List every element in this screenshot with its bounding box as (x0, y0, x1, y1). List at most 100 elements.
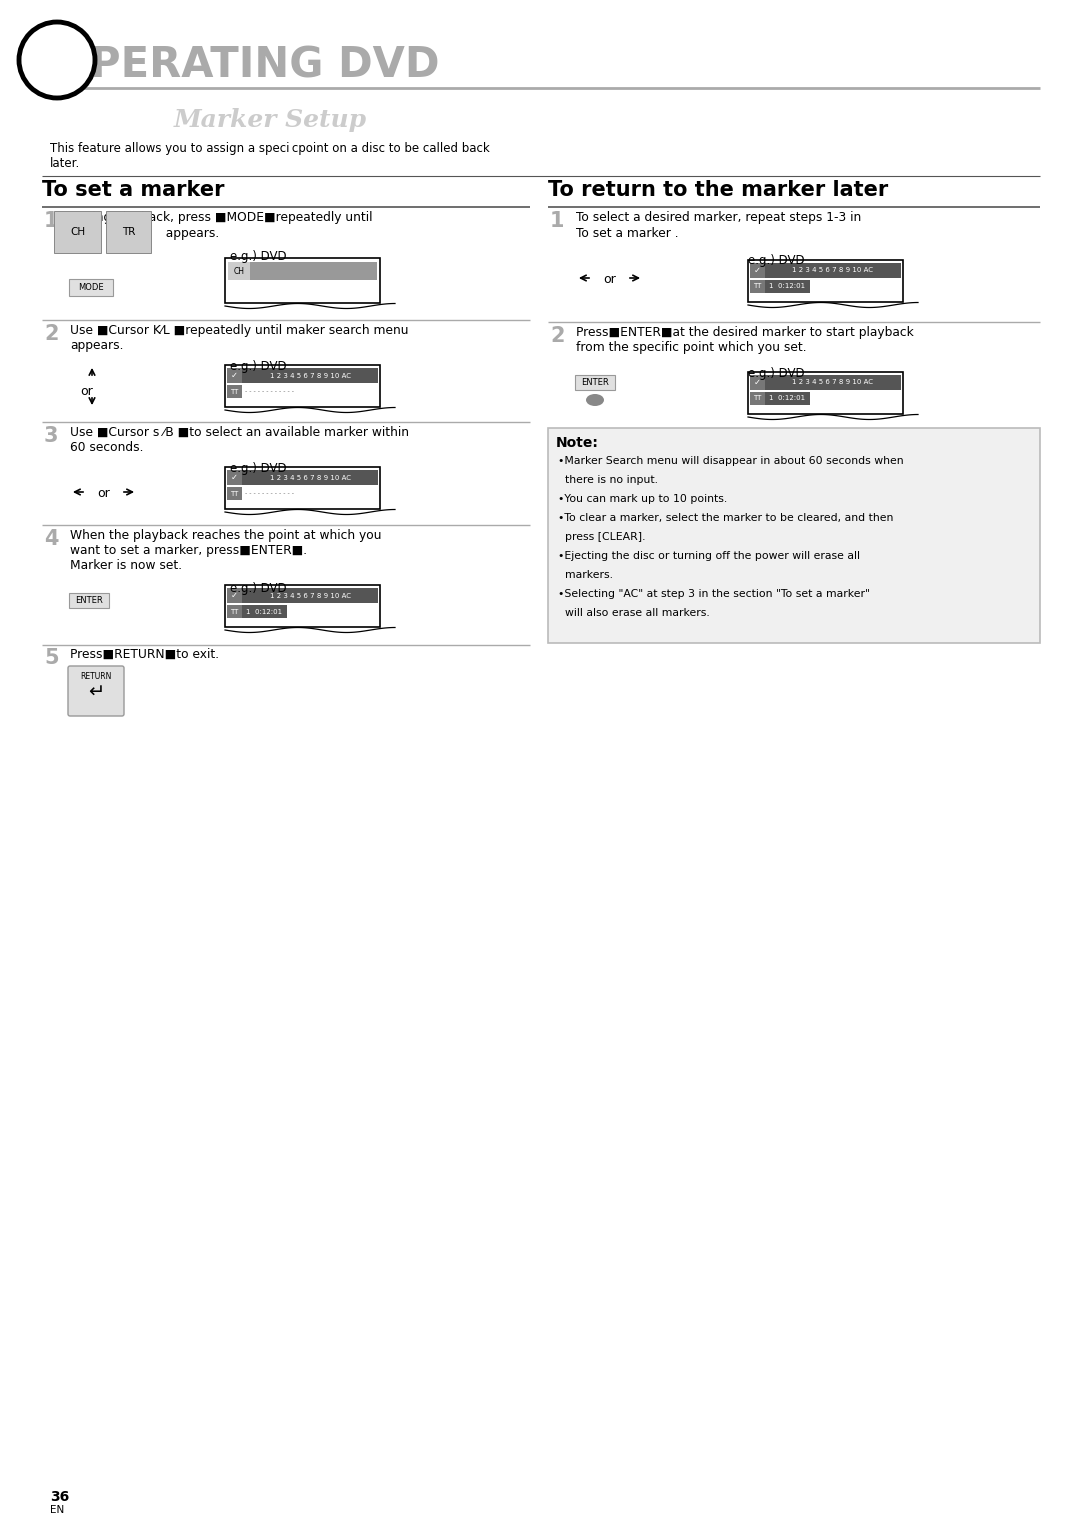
Bar (227, 368, 242, 383)
Text: To set a marker .: To set a marker . (576, 227, 678, 240)
Bar (242, 604, 287, 618)
Text: To set a marker: To set a marker (42, 180, 225, 200)
Text: e.g.) DVD: e.g.) DVD (230, 250, 286, 262)
Text: 1  0:12:01: 1 0:12:01 (769, 284, 805, 290)
Text: To select a desired marker, repeat steps 1-3 in: To select a desired marker, repeat steps… (576, 211, 861, 224)
Text: from the specific point which you set.: from the specific point which you set. (576, 340, 807, 354)
Bar (242, 588, 378, 603)
Text: ✓: ✓ (754, 378, 761, 388)
Text: /: / (110, 227, 114, 240)
Text: or: or (603, 273, 616, 285)
Text: markers.: markers. (558, 571, 613, 580)
Bar (750, 375, 765, 391)
Text: TT: TT (230, 609, 239, 615)
Text: TR: TR (122, 227, 135, 237)
Text: appears.: appears. (70, 339, 123, 353)
Text: This feature allows you to assign a speci cpoint on a disc to be called back: This feature allows you to assign a spec… (50, 142, 489, 156)
Text: or: or (80, 385, 93, 398)
Text: ENTER: ENTER (76, 597, 103, 604)
FancyBboxPatch shape (69, 279, 113, 296)
Bar (765, 392, 810, 404)
Text: e.g.) DVD: e.g.) DVD (230, 581, 286, 595)
Text: 1 2 3 4 5 6 7 8 9 10 AC: 1 2 3 4 5 6 7 8 9 10 AC (793, 267, 874, 273)
Text: e.g.) DVD: e.g.) DVD (230, 462, 286, 475)
Text: 1: 1 (550, 211, 565, 230)
Bar (548, 427, 1040, 642)
Text: Use ■Cursor K⁄L ■repeatedly until maker search menu: Use ■Cursor K⁄L ■repeatedly until maker … (70, 324, 408, 337)
Text: 5: 5 (44, 649, 58, 668)
Text: Press■RETURN■to exit.: Press■RETURN■to exit. (70, 649, 219, 661)
Bar (765, 375, 901, 391)
Bar (765, 262, 901, 278)
Text: 1 2 3 4 5 6 7 8 9 10 AC: 1 2 3 4 5 6 7 8 9 10 AC (270, 592, 351, 598)
Bar (228, 262, 249, 279)
Text: 2: 2 (44, 324, 58, 343)
Bar (227, 385, 242, 398)
Text: TT: TT (754, 284, 761, 290)
FancyBboxPatch shape (68, 665, 124, 716)
Text: ENTER: ENTER (581, 378, 609, 388)
Text: ✓: ✓ (231, 591, 238, 600)
Text: To return to the marker later: To return to the marker later (548, 180, 888, 200)
Text: later.: later. (50, 157, 80, 169)
Text: e.g.) DVD: e.g.) DVD (748, 253, 805, 267)
Bar (225, 584, 380, 627)
Bar (227, 588, 242, 603)
Text: •Marker Search menu will disappear in about 60 seconds when: •Marker Search menu will disappear in ab… (558, 456, 904, 465)
Text: 4: 4 (44, 530, 58, 549)
Text: appears.: appears. (158, 227, 219, 240)
Text: ✓: ✓ (231, 473, 238, 482)
Text: 3: 3 (44, 426, 58, 446)
Text: 1 2 3 4 5 6 7 8 9 10 AC: 1 2 3 4 5 6 7 8 9 10 AC (793, 380, 874, 386)
Text: Press■ENTER■at the desired marker to start playback: Press■ENTER■at the desired marker to sta… (576, 327, 914, 339)
Bar (225, 365, 380, 407)
Bar (750, 262, 765, 278)
Text: press [CLEAR].: press [CLEAR]. (558, 533, 646, 542)
Text: want to set a marker, press■ENTER■.: want to set a marker, press■ENTER■. (70, 543, 307, 557)
Bar (242, 368, 378, 383)
Text: ✓: ✓ (754, 266, 761, 275)
Text: TT: TT (230, 490, 239, 496)
Bar (748, 259, 903, 302)
Bar (765, 279, 810, 293)
Text: Note:: Note: (556, 436, 599, 450)
Text: •Selecting "AC" at step 3 in the section "To set a marker": •Selecting "AC" at step 3 in the section… (558, 589, 869, 600)
Text: will also erase all markers.: will also erase all markers. (558, 607, 710, 618)
Text: Use ■Cursor s ⁄B ■to select an available marker within: Use ■Cursor s ⁄B ■to select an available… (70, 426, 409, 439)
Bar (227, 604, 242, 618)
Text: 1 2 3 4 5 6 7 8 9 10 AC: 1 2 3 4 5 6 7 8 9 10 AC (270, 372, 351, 378)
Text: e.g.) DVD: e.g.) DVD (230, 360, 286, 372)
Text: ✓: ✓ (231, 371, 238, 380)
Text: Marker Setup: Marker Setup (174, 108, 366, 133)
Text: RETURN: RETURN (80, 671, 111, 681)
Text: Marker is now set.: Marker is now set. (70, 559, 183, 572)
Text: EN: EN (50, 1505, 64, 1515)
Bar (748, 372, 903, 414)
Text: •You can mark up to 10 points.: •You can mark up to 10 points. (558, 494, 727, 504)
Text: During playback, press ■MODE■repeatedly until: During playback, press ■MODE■repeatedly … (70, 211, 373, 224)
Bar (225, 258, 380, 304)
Bar (228, 262, 377, 279)
Bar (242, 470, 378, 485)
Text: or: or (97, 487, 110, 501)
Ellipse shape (586, 394, 604, 406)
Text: e.g.) DVD: e.g.) DVD (748, 366, 805, 380)
Text: MODE: MODE (78, 282, 104, 291)
Text: 2: 2 (550, 327, 565, 346)
Circle shape (19, 21, 95, 98)
Text: 1  0:12:01: 1 0:12:01 (769, 395, 805, 401)
Bar (750, 279, 765, 293)
Text: When the playback reaches the point at which you: When the playback reaches the point at w… (70, 530, 381, 542)
Text: PERATING DVD: PERATING DVD (90, 44, 440, 85)
FancyBboxPatch shape (69, 594, 109, 607)
Bar (227, 470, 242, 485)
Bar (227, 487, 242, 501)
Text: CH: CH (70, 227, 85, 237)
Text: ↵: ↵ (87, 684, 104, 702)
Bar (225, 467, 380, 510)
Text: CH: CH (233, 267, 244, 276)
Text: •To clear a marker, select the marker to be cleared, and then: •To clear a marker, select the marker to… (558, 513, 893, 523)
Text: - - - - - - - - - - - -: - - - - - - - - - - - - (245, 389, 294, 394)
Text: 1: 1 (44, 211, 58, 230)
Text: 1  0:12:01: 1 0:12:01 (246, 609, 282, 615)
